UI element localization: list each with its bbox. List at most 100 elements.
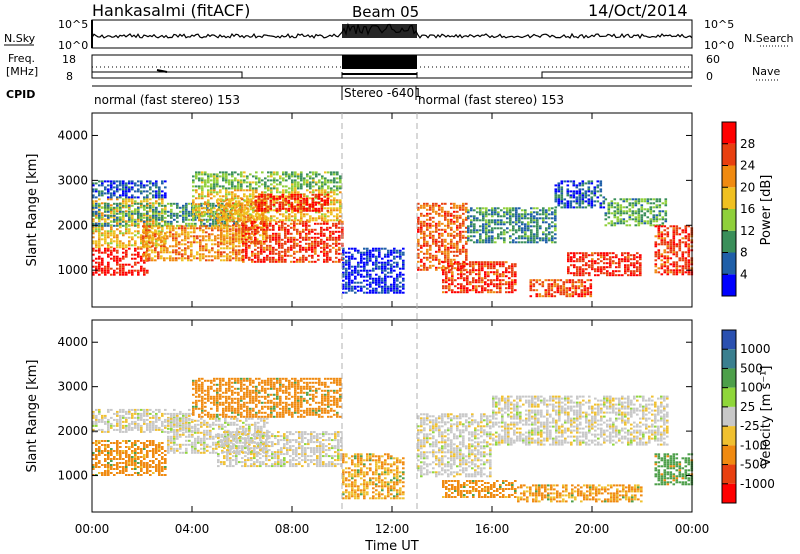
echo-cell: [384, 277, 387, 280]
echo-cell: [568, 293, 572, 296]
echo-cell: [202, 237, 205, 240]
echo-cell: [143, 186, 146, 189]
echo-cell: [285, 211, 288, 214]
echo-cell: [354, 285, 357, 288]
echo-cell: [234, 177, 237, 180]
echo-cell: [232, 253, 235, 256]
echo-cell: [453, 222, 456, 225]
echo-cell: [497, 221, 500, 224]
echo-cell: [423, 266, 426, 269]
echo-cell: [251, 232, 254, 235]
echo-cell: [252, 175, 255, 178]
echo-cell: [548, 237, 551, 240]
echo-cell: [101, 238, 104, 241]
echo-cell: [482, 241, 485, 244]
echo-cell: [158, 188, 161, 191]
echo-cell: [314, 250, 317, 253]
echo-cell: [381, 279, 384, 282]
echo-cell: [462, 250, 465, 253]
echo-cell: [339, 175, 342, 178]
echo-cell: [272, 258, 275, 261]
echo-cell: [466, 263, 469, 266]
echo-cell: [450, 206, 453, 209]
echo-cell: [514, 265, 517, 268]
echo-cell: [521, 215, 524, 218]
echo-cell: [475, 263, 478, 266]
echo-cell: [630, 264, 633, 267]
echo-cell: [354, 257, 357, 260]
echo-cell: [110, 182, 113, 185]
echo-cell: [502, 275, 505, 278]
echo-cell: [454, 261, 457, 264]
echo-cell: [432, 256, 435, 259]
echo-cell: [309, 177, 312, 180]
echo-cell: [339, 181, 342, 184]
echo-cell: [92, 259, 95, 262]
echo-cell: [320, 228, 323, 231]
echo-cell: [128, 220, 131, 223]
echo-cell: [146, 247, 149, 250]
echo-cell: [131, 269, 134, 272]
echo-cell: [335, 242, 338, 245]
echo-cell: [248, 258, 251, 261]
echo-cell: [318, 179, 321, 182]
echo-cell: [234, 171, 237, 174]
echo-cell: [284, 228, 287, 231]
echo-cell: [584, 182, 588, 185]
echo-cell: [654, 225, 658, 228]
echo-cell: [488, 221, 491, 224]
echo-cell: [478, 269, 481, 272]
echo-cell: [122, 263, 125, 266]
echo-cell: [275, 222, 278, 225]
echo-cell: [459, 252, 462, 255]
echo-cell: [131, 198, 134, 201]
echo-cell: [563, 206, 567, 209]
echo-cell: [658, 204, 662, 207]
echo-cell: [550, 285, 554, 288]
echo-cell: [335, 240, 338, 243]
echo-cell: [320, 203, 324, 206]
echo-cell: [145, 257, 148, 260]
echo-cell: [113, 240, 116, 243]
echo-cell: [627, 256, 630, 259]
echo-cell: [553, 295, 557, 298]
echo-cell: [246, 197, 249, 200]
echo-cell: [296, 244, 299, 247]
echo-cell: [457, 261, 460, 264]
echo-cell: [288, 177, 291, 180]
echo-cell: [536, 225, 539, 228]
echo-cell: [420, 224, 423, 227]
echo-cell: [290, 236, 293, 239]
echo-cell: [652, 220, 656, 223]
echo-cell: [131, 210, 134, 213]
echo-cell: [511, 269, 514, 272]
echo-cell: [481, 265, 484, 268]
echo-cell: [131, 186, 134, 189]
echo-cell: [330, 179, 333, 182]
echo-cell: [658, 214, 662, 217]
echo-cell: [393, 277, 396, 280]
echo-cell: [284, 207, 288, 210]
echo-cell: [357, 289, 360, 292]
echo-cell: [457, 291, 460, 294]
echo-cell: [572, 180, 576, 183]
echo-cell: [646, 216, 650, 219]
echo-cell: [181, 233, 184, 236]
echo-cell: [618, 274, 621, 277]
echo-cell: [654, 245, 658, 248]
echo-cell: [473, 219, 476, 222]
echo-cell: [441, 242, 444, 245]
echo-cell: [618, 266, 621, 269]
echo-cell: [533, 237, 536, 240]
echo-cell: [272, 256, 275, 259]
echo-cell: [420, 236, 423, 239]
echo-cell: [390, 269, 393, 272]
echo-cell: [536, 213, 539, 216]
echo-cell: [225, 175, 228, 178]
echo-cell: [627, 254, 630, 257]
echo-cell: [631, 198, 635, 201]
echo-cell: [192, 219, 195, 222]
echo-cell: [445, 277, 448, 280]
echo-cell: [447, 246, 450, 249]
echo-cell: [450, 212, 453, 215]
